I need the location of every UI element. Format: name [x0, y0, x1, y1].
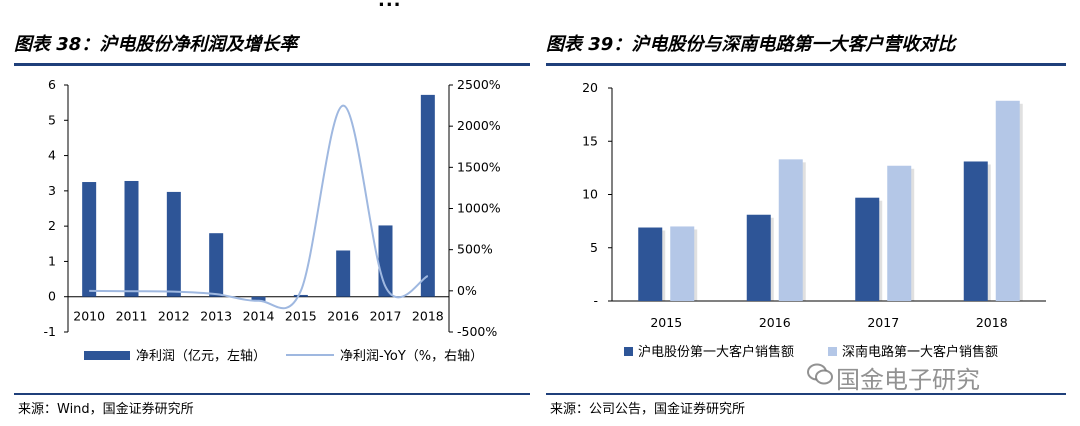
x-tick-label: 2018 — [976, 315, 1008, 330]
x-tick-label: 2017 — [370, 309, 402, 324]
y-tick-label: 5 — [590, 240, 598, 255]
bar-net-profit — [124, 180, 139, 297]
net-profit-chart: -1 0 1 2 3 4 5 6 -500% 0% 500% 1000% 1500% 2000% 2500%… — [44, 77, 501, 364]
title-divider — [14, 63, 530, 66]
y-right-tick-label: 1500% — [457, 159, 501, 174]
legend-swatch-bar — [84, 351, 130, 360]
bar-husdian — [855, 197, 880, 301]
line-yoy — [89, 104, 429, 310]
y-left-tick-label: 4 — [48, 148, 56, 163]
y-right-tick-label: 2000% — [457, 118, 501, 133]
y-right-tick-label: 500% — [457, 242, 493, 257]
chart-title: 图表 38：沪电股份净利润及增长率 — [14, 34, 298, 55]
source-divider — [546, 393, 1066, 395]
y-tick-label: 20 — [582, 80, 598, 95]
x-tick-label: 2017 — [867, 315, 899, 330]
bar-shennan — [887, 165, 912, 301]
wechat-icon — [807, 363, 833, 385]
title-divider — [546, 63, 1066, 66]
y-left-tick-label: 6 — [48, 77, 56, 92]
bar-net-profit — [420, 94, 435, 297]
bar-net-profit — [251, 296, 266, 301]
bar-net-profit — [209, 233, 224, 297]
x-tick-label: 2012 — [158, 309, 190, 324]
bar-husdian — [963, 161, 988, 301]
y-tick-label: 10 — [582, 187, 598, 202]
watermark: 国金电子研究 — [836, 366, 980, 394]
x-tick-label: 2015 — [650, 315, 682, 330]
y-right-tick-label: 2500% — [457, 77, 501, 92]
legend-label: 沪电股份第一大客户销售额 — [638, 344, 794, 360]
y-right-tick-label: 1000% — [457, 201, 501, 216]
source-note: 来源：公司公告，国金证券研究所 — [550, 402, 746, 417]
bar-husdian — [746, 214, 771, 301]
y-left-tick-label: 1 — [48, 253, 56, 268]
bar-net-profit — [82, 182, 97, 297]
bar-shennan — [670, 226, 695, 301]
header-fragment-text: ... — [378, 0, 402, 11]
legend-swatch — [624, 347, 633, 356]
legend-swatch — [828, 347, 837, 356]
x-tick-label: 2018 — [412, 309, 444, 324]
y-right-tick-label: 0% — [457, 283, 477, 298]
y-left-tick-label: 3 — [48, 183, 56, 198]
x-tick-label: 2015 — [285, 309, 317, 324]
y-left-tick-label: -1 — [44, 324, 56, 339]
bar-net-profit — [336, 250, 351, 297]
bar-net-profit — [293, 294, 308, 297]
bar-shennan — [995, 100, 1020, 301]
x-tick-label: 2011 — [116, 309, 148, 324]
bar-net-profit — [166, 191, 181, 297]
chart-panel-net-profit: 图表 38：沪电股份净利润及增长率 -1 0 1 2 3 4 5 6 -500% 0% 500% 10… — [14, 28, 530, 418]
y-tick-label: 15 — [582, 133, 598, 148]
bar-shennan — [778, 159, 803, 301]
customer-revenue-chart: - 5 10 15 20 2015 2016 2017 2018 沪电股份第一大客户销售额 深南电路… — [582, 80, 1046, 360]
chart-title: 图表 39：沪电股份与深南电路第一大客户营收对比 — [546, 34, 956, 55]
x-tick-label: 2016 — [759, 315, 791, 330]
y-left-tick-label: 5 — [48, 112, 56, 127]
y-right-tick-label: -500% — [457, 324, 497, 339]
header-fragment: ... — [0, 0, 1080, 14]
bar-husdian — [638, 227, 663, 301]
x-tick-label: 2010 — [73, 309, 105, 324]
legend-label: 深南电路第一大客户销售额 — [842, 344, 998, 360]
legend-label: 净利润-YoY（%，右轴） — [340, 349, 483, 364]
y-tick-label: - — [593, 293, 598, 308]
chart-panel-customer-revenue: 图表 39：沪电股份与深南电路第一大客户营收对比 - 5 10 15 20 2015 201… — [546, 28, 1066, 418]
y-left-tick-label: 0 — [48, 289, 56, 304]
source-note: 来源：Wind，国金证券研究所 — [18, 402, 194, 417]
x-tick-label: 2013 — [200, 309, 232, 324]
legend-label: 净利润（亿元，左轴） — [136, 349, 266, 364]
x-tick-label: 2014 — [243, 309, 275, 324]
x-tick-label: 2016 — [327, 309, 359, 324]
source-divider — [14, 393, 530, 395]
y-left-tick-label: 2 — [48, 218, 56, 233]
